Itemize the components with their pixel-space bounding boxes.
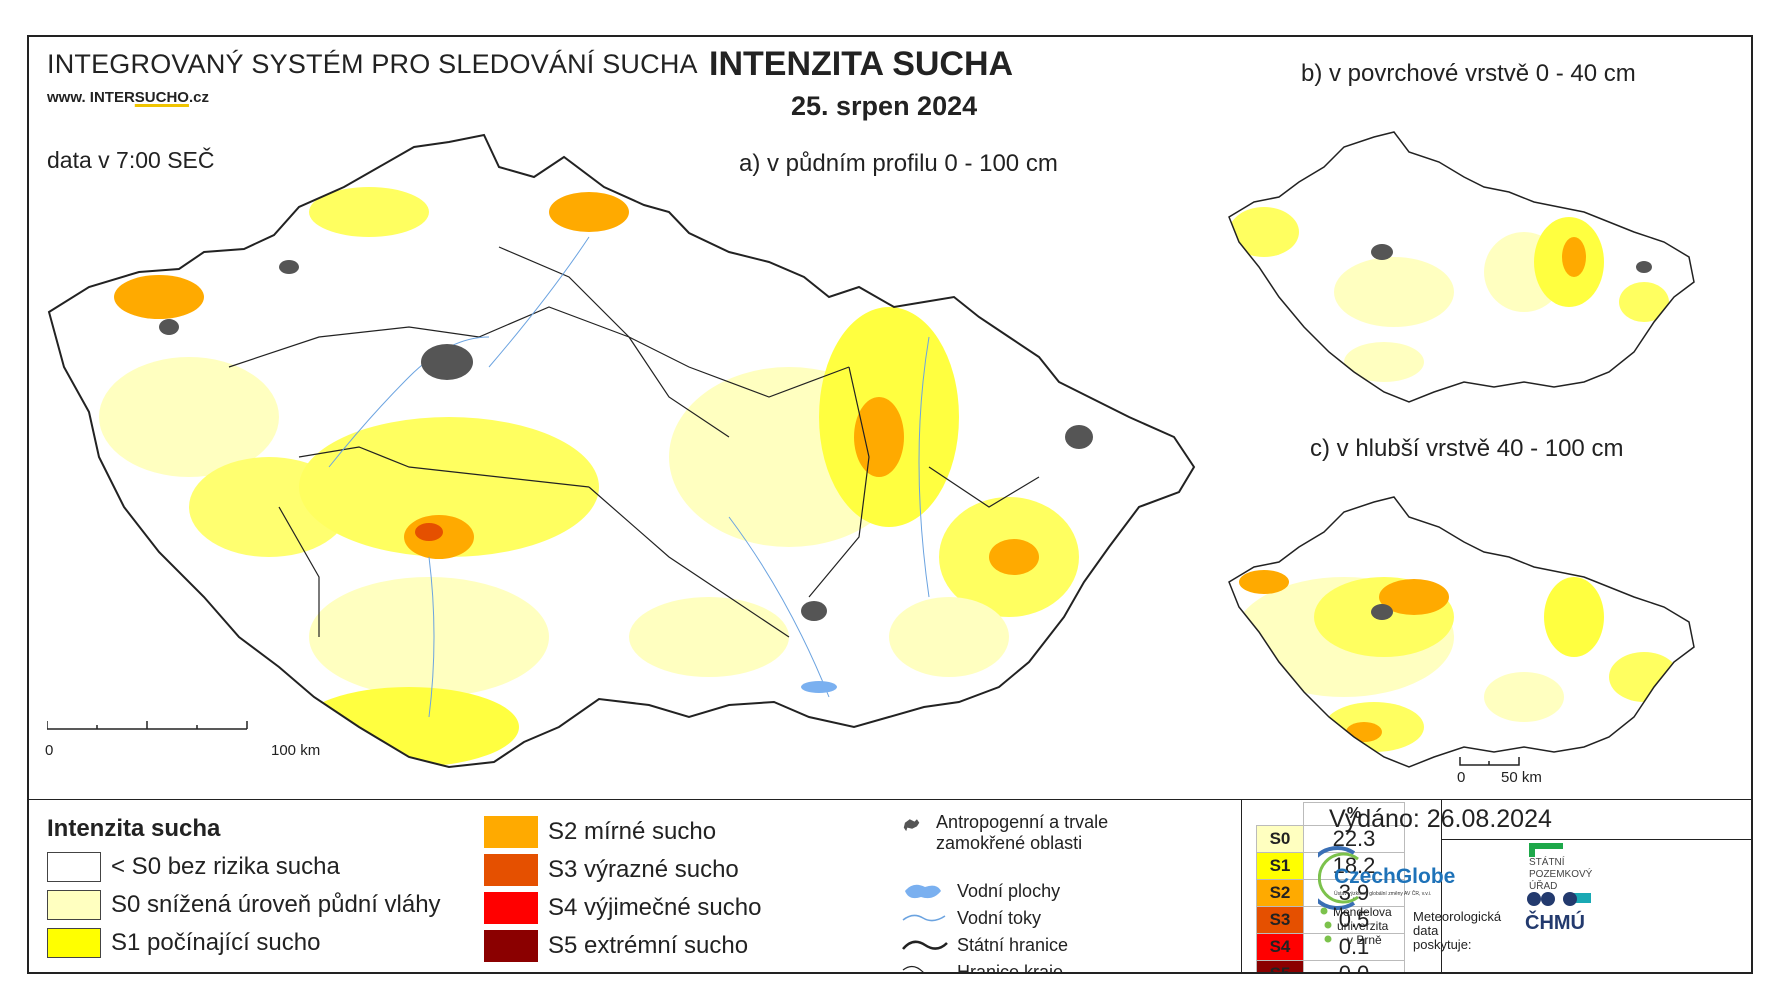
stats-value: 0.1 [1303,933,1405,961]
map-a-title: a) v půdním profilu 0 - 100 cm [739,150,1058,177]
mendel-dots-icon [1320,907,1332,943]
spu-line: ÚŘAD [1529,881,1558,892]
scale-small-start: 0 [1457,769,1466,786]
website-link[interactable]: www. INTERSUCHO.cz [47,89,209,106]
legend-item: S0 snížená úroveň půdní vláhy [47,890,441,920]
stats-value: 0.0 [1303,960,1405,972]
legend-label: S1 počínající sucho [111,929,321,956]
spu-emblem [1529,843,1563,857]
map-b-title: b) v povrchové vrstvě 0 - 40 cm [1301,60,1636,87]
scale-bar-small [1459,757,1520,766]
symbol-label: Vodní plochy [957,880,1061,901]
stats-row: S0 22.3 [1256,825,1405,853]
water-body-icon [905,884,941,899]
legend-label: S5 extrémní sucho [548,932,749,959]
website-suffix: .cz [188,89,209,106]
symbol-item: Vodní plochy [899,879,1060,903]
legend-item: S1 počínající sucho [47,928,320,958]
stats-class: S5 [1256,960,1304,972]
legend-separator [1241,799,1242,972]
legend-item: S4 výjimečné sucho [484,892,761,924]
map-c-title: c) v hlubší vrstvě 40 - 100 cm [1310,435,1624,462]
stats-row: S4 0.1 [1256,933,1405,961]
legend-label: S0 snížená úroveň půdní vláhy [111,891,441,918]
meteo-line: data [1413,923,1439,938]
czechglobe-subtitle: Ústav výzkumu globální změny AV ČR, v.v.… [1334,891,1432,897]
legend-swatch [484,854,538,886]
legend-swatch [484,892,538,924]
symbol-label: Státní hranice [957,934,1069,955]
stats-class: S1 [1256,852,1304,880]
issued-divider [1441,839,1751,840]
map-a [47,133,1196,769]
czechglobe-name: CzechGlobe [1334,865,1456,888]
symbol-item: Vodní toky [899,906,1041,930]
legend-label: < S0 bez rizika sucha [111,853,340,880]
map-b [1228,131,1695,403]
mendel-line: Mendelova [1333,905,1392,919]
legend-label: S3 výrazné sucho [548,856,739,883]
spu-line: POZEMKOVÝ [1529,869,1593,880]
spu-logo: STÁTNÍ POZEMKOVÝ ÚŘAD [1529,843,1592,903]
data-time: data v 7:00 SEČ [47,147,215,173]
scale-bar-main [47,721,248,730]
symbol-label: Vodní toky [957,907,1042,928]
stats-row: S3 0.5 [1256,906,1405,934]
stats-value: 0.5 [1303,906,1405,934]
map-c [1228,496,1695,768]
website-prefix: www. INTER [47,89,135,106]
state-border-icon [902,940,948,950]
system-title: INTEGROVANÝ SYSTÉM PRO SLEDOVÁNÍ SUCHA [47,49,698,79]
legend-swatch [47,890,101,920]
legend-label: S2 mírné sucho [548,818,717,845]
scale-main-end: 100 km [271,742,321,759]
map-sheet: INTEGROVANÝ SYSTÉM PRO SLEDOVÁNÍ SUCHA w… [27,35,1753,974]
main-date: 25. srpen 2024 [791,91,978,121]
legend-item: S2 mírné sucho [484,816,716,848]
symbol-item: Hranice kraje [899,960,1064,974]
stream-icon [902,914,946,922]
legend-separator [1441,799,1442,972]
symbol-label: Antropogenní a trvale zamokřené oblasti [936,812,1109,853]
symbol-label: Hranice kraje [957,961,1064,974]
stats-class: S2 [1256,879,1304,907]
czechglobe-logo: CzechGlobe Ústav výzkumu globální změny … [1305,843,1468,913]
chmu-logo: ČHMÚ [1525,912,1585,934]
legend-swatch [484,930,538,962]
stats-class: S3 [1256,906,1304,934]
legend-title: Intenzita sucha [47,815,221,842]
chmu-emblem [1527,892,1577,906]
symbol-item: Státní hranice [899,933,1068,957]
urban-area-icon [903,819,920,832]
region-border-icon [902,965,924,972]
website-highlight: SUCHO [134,89,189,106]
spu-accent [1573,893,1591,903]
stats-class: S4 [1256,933,1304,961]
legend-swatch [484,816,538,848]
legend-item: S5 extrémní sucho [484,930,748,962]
meteo-line: Meteorologická [1413,909,1502,924]
mendel-line: v Brně [1347,933,1382,947]
mendel-logo: Mendelova univerzita v Brně [1319,905,1392,947]
legend-divider [29,799,1751,800]
legend-item: S3 výrazné sucho [484,854,739,886]
legend-swatch [47,852,101,882]
issued-date: Vydáno: 26.08.2024 [1329,805,1552,833]
scale-small-end: 50 km [1501,769,1542,786]
legend-label: S4 výjimečné sucho [548,894,762,921]
meteo-line: poskytuje: [1413,937,1472,952]
meteo-credit: Meteorologická data poskytuje: [1413,910,1501,952]
mendel-line: univerzita [1337,919,1389,933]
main-title: INTENZITA SUCHA [709,45,1014,83]
stats-row: S5 0.0 [1256,960,1405,972]
spu-line: STÁTNÍ [1529,857,1565,868]
legend-item: < S0 bez rizika sucha [47,852,340,882]
scale-main-start: 0 [45,742,54,759]
legend-swatch [47,928,101,958]
symbol-item: Antropogenní a trvale zamokřené oblasti [899,812,1129,854]
stats-class: S0 [1256,825,1304,853]
stats-value: 22.3 [1303,825,1405,853]
stats-header-empty [1257,803,1304,826]
